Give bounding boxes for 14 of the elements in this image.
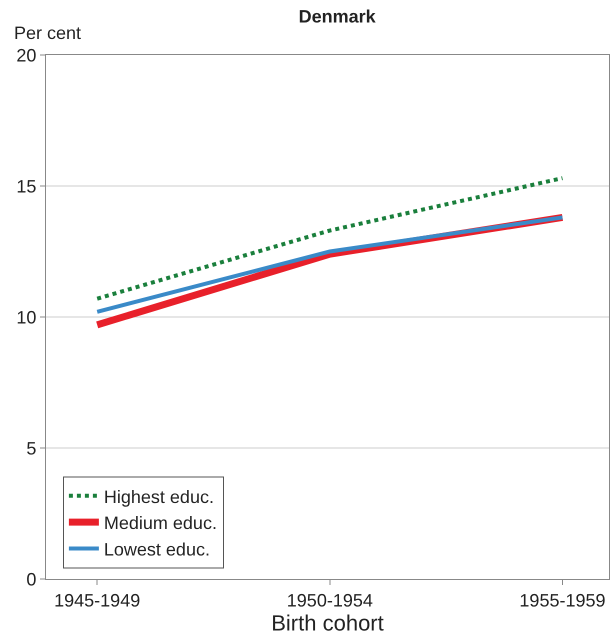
y-tick-label: 0 [26, 569, 36, 590]
y-tick-label: 20 [16, 45, 36, 66]
x-tick-label: 1945-1949 [54, 590, 140, 611]
legend-label: Highest educ. [104, 486, 214, 507]
x-tick-label: 1950-1954 [286, 590, 373, 611]
y-tick-label: 10 [16, 307, 36, 328]
y-tick-label: 15 [16, 176, 36, 196]
legend-label: Medium educ. [104, 513, 217, 534]
chart-title: Denmark [298, 6, 377, 26]
x-tick-label: 1955-1959 [519, 590, 606, 611]
y-tick-label: 5 [26, 438, 36, 458]
legend-label: Lowest educ. [104, 540, 210, 560]
y-axis-title: Per cent [14, 23, 82, 43]
x-axis-title: Birth cohort [271, 610, 384, 636]
